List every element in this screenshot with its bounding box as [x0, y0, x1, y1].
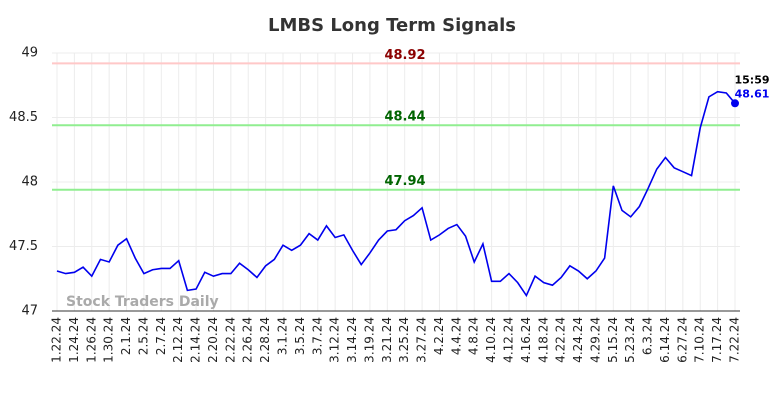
x-tick-label: 3.19.24 [362, 317, 376, 363]
x-tick-label: 4.2.24 [432, 317, 446, 355]
x-tick-label: 3.14.24 [345, 317, 359, 363]
x-tick-label: 4.24.24 [571, 317, 585, 363]
x-tick-label: 4.4.24 [449, 317, 463, 355]
y-tick-label: 48 [21, 175, 38, 190]
x-tick-label: 5.23.24 [623, 317, 637, 363]
price-line [56, 90, 736, 298]
x-tick-label: 5.15.24 [606, 317, 620, 363]
x-tick-label: 4.29.24 [588, 317, 602, 363]
signal-label: 48.92 [384, 48, 425, 63]
x-tick-label: 2.14.24 [189, 317, 203, 363]
y-tick-label: 48.5 [9, 110, 38, 125]
x-tick-label: 4.10.24 [484, 317, 498, 363]
x-tick-label: 7.10.24 [693, 317, 707, 363]
x-tick-label: 3.1.24 [276, 317, 290, 355]
x-tick-label: 3.25.24 [397, 317, 411, 363]
x-tick-label: 4.22.24 [554, 317, 568, 363]
x-tick-label: 7.17.24 [710, 317, 724, 363]
x-tick-label: 1.22.24 [50, 317, 64, 363]
last-time-label: 15:59 [734, 73, 769, 86]
x-tick-label: 2.22.24 [223, 317, 237, 363]
x-tick-label: 3.5.24 [293, 317, 307, 355]
watermark: Stock Traders Daily [66, 294, 219, 310]
signal-label: 48.44 [384, 110, 425, 125]
x-tick-label: 2.26.24 [241, 317, 255, 363]
last-point [731, 99, 739, 108]
x-tick-label: 6.27.24 [675, 317, 689, 363]
x-tick-label: 6.3.24 [641, 317, 655, 355]
x-tick-label: 2.28.24 [258, 317, 272, 363]
y-tick-label: 47.5 [9, 239, 38, 254]
x-tick-label: 4.12.24 [502, 317, 516, 363]
x-tick-label: 1.26.24 [84, 317, 98, 363]
x-tick-label: 4.18.24 [536, 317, 550, 363]
x-tick-label: 2.1.24 [119, 317, 133, 355]
x-tick-label: 3.21.24 [380, 317, 394, 363]
x-tick-label: 3.12.24 [328, 317, 342, 363]
chart-title: LMBS Long Term Signals [268, 15, 516, 36]
y-tick-label: 47 [21, 304, 38, 319]
x-tick-label: 4.8.24 [467, 317, 481, 355]
x-tick-label: 2.20.24 [206, 317, 220, 363]
x-tick-label: 1.30.24 [102, 317, 116, 363]
signal-label: 47.94 [384, 174, 425, 189]
x-tick-label: 4.16.24 [519, 317, 533, 363]
x-tick-label: 2.12.24 [171, 317, 185, 363]
x-tick-label: 2.7.24 [154, 317, 168, 355]
x-tick-label: 7.22.24 [728, 317, 742, 363]
x-tick-label: 3.27.24 [415, 317, 429, 363]
y-tick-label: 49 [21, 46, 38, 61]
x-tick-label: 2.5.24 [136, 317, 150, 355]
x-tick-label: 3.7.24 [310, 317, 324, 355]
x-tick-label: 1.24.24 [67, 317, 81, 363]
x-tick-label: 6.14.24 [658, 317, 672, 363]
last-value-label: 48.61 [735, 87, 770, 100]
